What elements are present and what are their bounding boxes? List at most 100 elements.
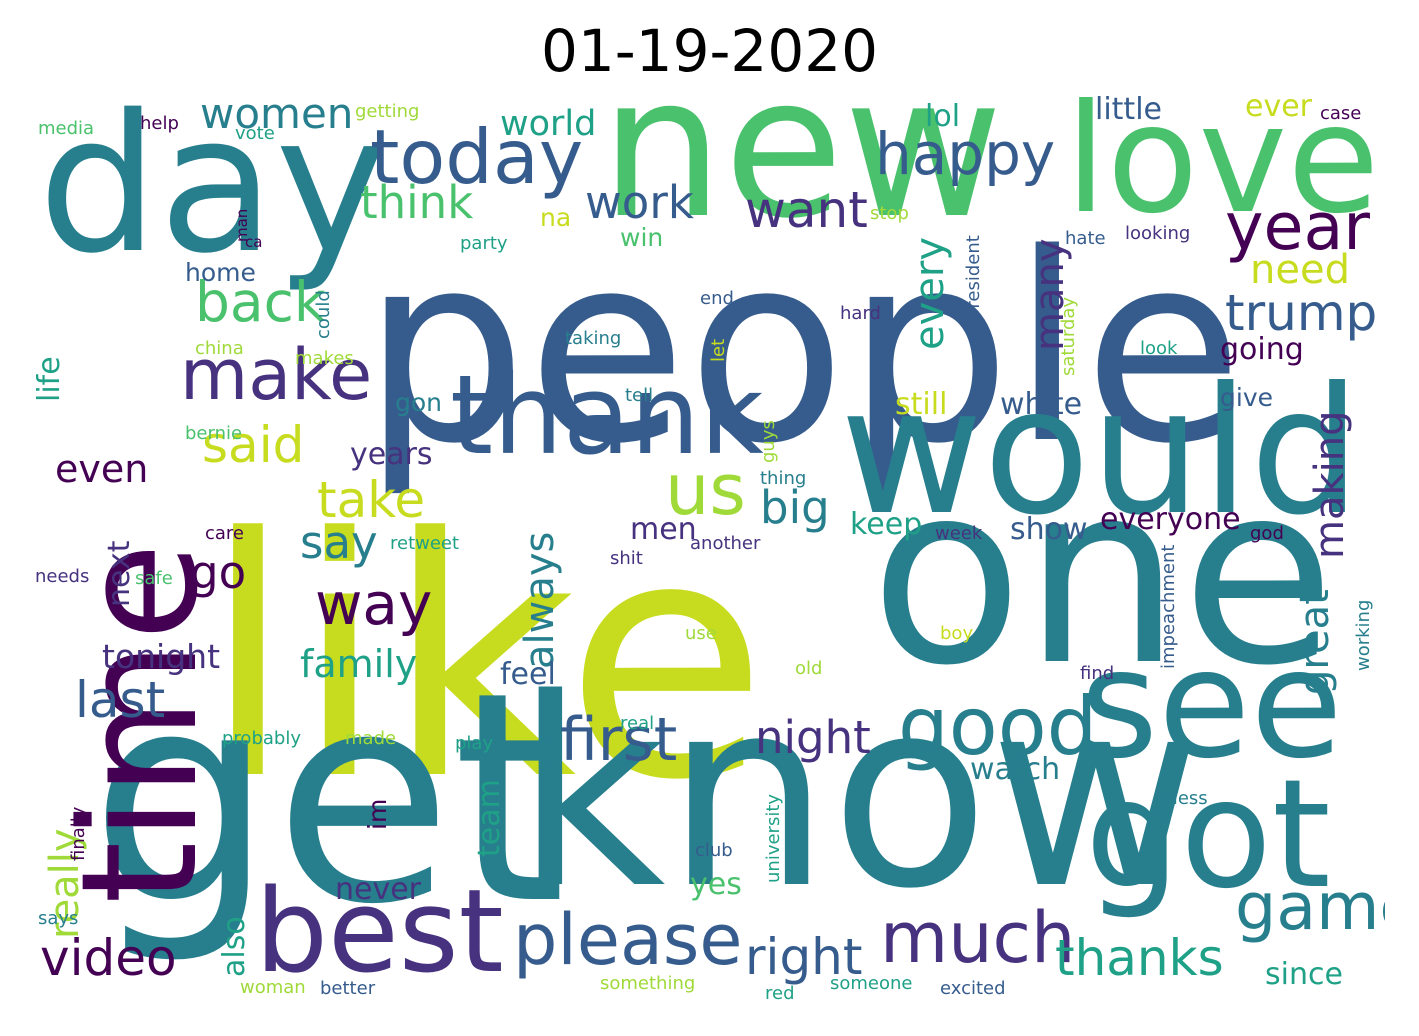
word-end: end (700, 288, 734, 309)
word-give: give (1220, 383, 1273, 412)
word-work: work (585, 176, 694, 229)
word-please: please (513, 899, 743, 981)
word-night: night (755, 711, 871, 764)
word-better: better (320, 978, 376, 999)
word-got: got (1085, 748, 1331, 922)
word-makes: makes (295, 348, 354, 369)
word-look: look (1140, 338, 1178, 359)
word-also: also (217, 916, 252, 977)
word-never: never (335, 872, 422, 907)
word-family: family (300, 642, 418, 686)
word-world: world (500, 104, 597, 144)
word-women: women (200, 95, 354, 138)
word-everyone: everyone (1100, 502, 1241, 537)
word-thing: thing (760, 468, 807, 489)
word-thank: thank (450, 351, 764, 479)
word-retweet: retweet (390, 533, 460, 554)
chart-title: 01-19-2020 (540, 17, 879, 85)
word-right: right (745, 928, 863, 986)
word-use: use (685, 623, 717, 644)
word-one: one (870, 429, 1336, 720)
word-finally: finally (68, 806, 89, 861)
word-gon: gon (395, 388, 443, 417)
word-something: something (600, 973, 696, 994)
word-guess: guess (1155, 788, 1208, 809)
word-im: im (363, 798, 392, 830)
word-shit: shit (610, 548, 643, 569)
word-years: years (350, 437, 433, 472)
word-feel: feel (500, 657, 556, 692)
word-think: think (360, 176, 474, 229)
word-safe: safe (135, 568, 173, 589)
word-university: university (763, 793, 784, 883)
word-making: making (1307, 410, 1353, 560)
word-excited: excited (940, 978, 1006, 999)
word-probably: probably (222, 728, 301, 749)
word-would: would (840, 351, 1361, 554)
word-bernie: bernie (185, 423, 243, 444)
word-party: party (460, 233, 508, 254)
word-little: little (1095, 95, 1162, 127)
word-say: say (300, 516, 378, 569)
word-ca: ca (245, 233, 263, 251)
word-hate: hate (1065, 228, 1106, 249)
word-today: today (370, 113, 584, 201)
word-lol: lol (925, 99, 961, 134)
word-vote: vote (235, 123, 275, 144)
word-saturday: saturday (1058, 296, 1079, 376)
word-see: see (1080, 618, 1343, 792)
word-says: says (38, 908, 79, 929)
word-love: love (1065, 95, 1380, 247)
word-could: could (313, 290, 334, 339)
word-president: president (963, 235, 984, 320)
word-find: find (1080, 663, 1115, 684)
word-tonight: tonight (102, 637, 221, 676)
word-club: club (695, 840, 733, 861)
word-us: us (665, 449, 746, 531)
word-last: last (75, 671, 166, 729)
word-great: great (1292, 589, 1338, 695)
word-let: let (708, 338, 729, 362)
word-cloud: people like one know get new would time love day s… (30, 95, 1385, 1005)
word-even: even (55, 447, 149, 491)
word-go: go (190, 546, 247, 599)
word-show: show (1010, 512, 1088, 547)
word-next: next (102, 540, 137, 607)
word-watch: watch (970, 752, 1061, 787)
word-made: made (345, 728, 397, 749)
word-like: like (202, 468, 768, 852)
word-na: na (540, 203, 572, 232)
word-day: day (38, 95, 388, 295)
word-home: home (185, 258, 256, 287)
word-want: want (745, 181, 868, 239)
word-china: china (195, 338, 244, 359)
word-new: new (600, 95, 1004, 261)
word-win: win (620, 223, 664, 252)
word-year: year (1225, 190, 1371, 265)
word-another: another (690, 533, 761, 554)
word-happy: happy (875, 120, 1056, 188)
word-yes: yes (690, 867, 742, 902)
word-game: game (1235, 870, 1385, 945)
word-god: god (1250, 523, 1284, 544)
word-boy: boy (940, 623, 974, 644)
word-take: take (317, 471, 426, 529)
word-trump: trump (1225, 284, 1378, 342)
word-getting: getting (355, 101, 420, 122)
word-ever: ever (1245, 95, 1313, 124)
word-know: know (515, 644, 1203, 946)
word-play: play (455, 733, 494, 754)
word-someone: someone (830, 973, 913, 994)
word-needs: needs (35, 566, 90, 587)
word-big: big (760, 481, 830, 534)
word-week: week (935, 523, 983, 544)
word-make: make (180, 334, 373, 416)
word-said: said (202, 416, 305, 474)
word-media: media (38, 118, 95, 139)
word-way: way (315, 570, 433, 638)
word-going: going (1220, 332, 1304, 367)
word-old: old (795, 658, 823, 679)
word-taking: taking (565, 328, 622, 349)
word-impeachment: impeachment (1158, 544, 1179, 669)
word-hard: hard (840, 303, 881, 324)
